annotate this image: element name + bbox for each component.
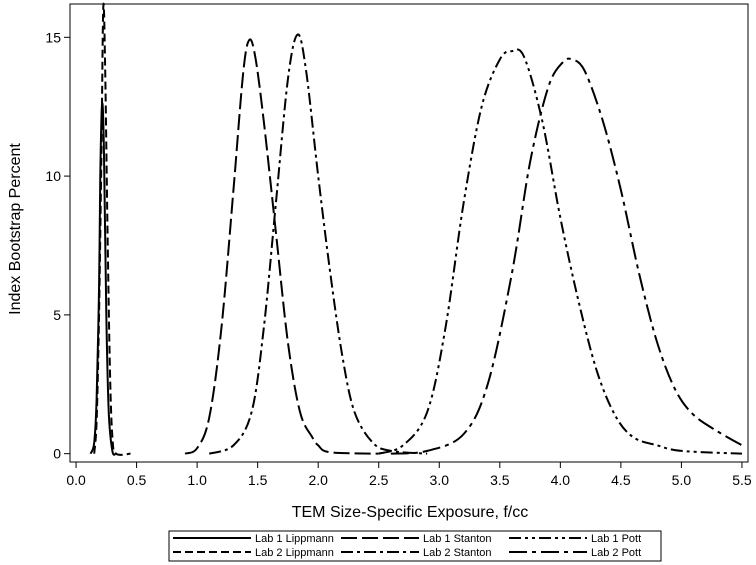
x-tick-label: 3.0 [430,472,450,488]
y-tick-label: 5 [53,307,61,323]
legend: Lab 1 Lippmann Lab 2 Lippmann Lab 1 Stanto… [168,530,662,562]
series-lines [89,2,743,456]
series-line-lab-1-pott [378,48,742,455]
x-tick-label: 0.5 [127,472,147,488]
legend-label: Lab 2 Pott [591,547,641,559]
y-tick-label: 10 [45,168,61,184]
x-tick-label: 5.0 [672,472,692,488]
y-axis-title: Index Bootstrap Percent [7,143,24,315]
series-line-lab-2-stanton [208,33,428,455]
x-tick-label: 2.0 [308,472,328,488]
x-tick-label: 4.5 [611,472,631,488]
legend-label: Lab 2 Lippmann [255,547,334,559]
legend-label: Lab 1 Pott [591,533,641,545]
legend-label: Lab 2 Stanton [423,547,492,559]
x-tick-label: 3.5 [490,472,510,488]
series-line-lab-1-stanton [184,38,379,455]
y-axis-ticks: 0 5 10 15 [45,29,70,462]
plot-area [69,3,749,463]
series-line-lab-2-pott [390,57,743,455]
x-tick-label: 1.5 [248,472,268,488]
legend-label: Lab 1 Stanton [423,533,492,545]
x-tick-label: 2.5 [369,472,389,488]
x-tick-label: 1.0 [187,472,207,488]
x-tick-label: 0.0 [66,472,86,488]
series-line-lab-2-lippmann [93,2,131,456]
x-tick-label: 4.0 [551,472,571,488]
series-line-lab-1-lippmann [89,102,118,456]
legend-label: Lab 1 Lippmann [255,533,334,545]
legend-box [168,530,662,562]
x-axis-title: TEM Size-Specific Exposure, f/cc [292,504,529,521]
plot-frame [69,3,749,463]
y-tick-label: 0 [53,446,61,462]
x-axis-ticks: 0.0 0.5 1.0 1.5 2.0 2.5 3.0 3.5 4.0 4.5 5.0 5.5 [66,462,752,488]
x-tick-label: 5.5 [732,472,752,488]
y-tick-label: 15 [45,29,61,45]
